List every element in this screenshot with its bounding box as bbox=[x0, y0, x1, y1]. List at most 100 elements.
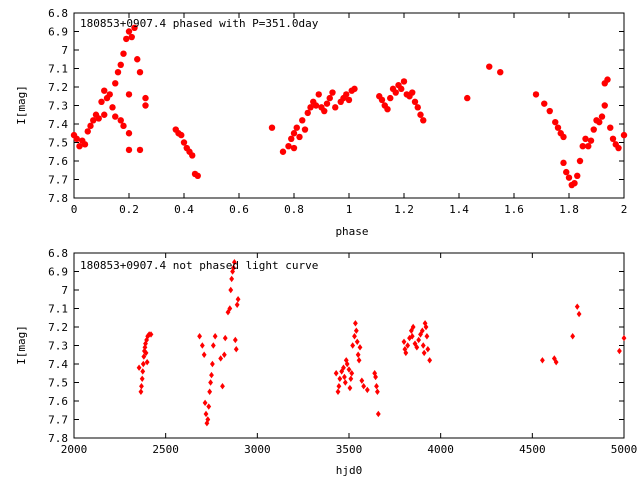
phased-data-point bbox=[142, 94, 149, 102]
phased-y-tick-label: 7 bbox=[61, 44, 68, 57]
phased-data-point bbox=[290, 144, 298, 152]
unphased-data-point bbox=[205, 416, 211, 423]
phased-data-point bbox=[307, 104, 314, 111]
unphased-y-tick-label: 6.9 bbox=[48, 266, 68, 279]
unphased-data-point bbox=[427, 357, 433, 364]
phased-data-point bbox=[321, 107, 328, 115]
phased-data-point bbox=[90, 117, 97, 124]
phased-data-point bbox=[120, 122, 127, 130]
phased-data-point bbox=[411, 98, 419, 106]
phased-data-point bbox=[312, 102, 320, 109]
phased-data-point bbox=[409, 89, 416, 96]
unphased-y-tick-label: 7.7 bbox=[48, 414, 68, 427]
unphased-data-point bbox=[409, 333, 415, 340]
unphased-data-point bbox=[233, 346, 239, 353]
unphased-data-point bbox=[342, 379, 348, 386]
phased-data-point bbox=[609, 135, 617, 142]
phased-data-point bbox=[351, 85, 358, 93]
unphased-data-point bbox=[364, 386, 370, 394]
phased-data-point bbox=[301, 126, 309, 133]
unphased-data-point bbox=[410, 323, 416, 331]
phased-data-point bbox=[101, 111, 108, 118]
phased-data-point bbox=[598, 113, 606, 120]
phased-data-point bbox=[420, 117, 427, 124]
unphased-data-point bbox=[138, 388, 144, 395]
phased-data-point bbox=[279, 148, 287, 155]
phased-data-point bbox=[136, 69, 144, 76]
unphased-data-point bbox=[140, 368, 146, 375]
unphased-data-point bbox=[347, 384, 353, 392]
unphased-data-point bbox=[403, 349, 409, 357]
phased-data-point bbox=[128, 33, 135, 41]
unphased-data-point bbox=[143, 349, 149, 357]
unphased-data-point bbox=[201, 351, 207, 358]
unphased-data-point bbox=[419, 327, 425, 334]
unphased-data-point bbox=[354, 338, 360, 345]
phased-data-point bbox=[554, 124, 562, 131]
phased-data-point bbox=[560, 159, 567, 167]
unphased-data-point bbox=[234, 301, 240, 308]
phased-data-point bbox=[541, 100, 548, 107]
unphased-x-tick-label: 3500 bbox=[336, 443, 363, 456]
unphased-data-point bbox=[229, 275, 235, 283]
unphased-data-point bbox=[337, 375, 343, 382]
unphased-data-point bbox=[355, 351, 361, 358]
unphased-data-point bbox=[343, 357, 349, 364]
phased-data-point bbox=[392, 89, 399, 96]
phased-data-point bbox=[76, 143, 83, 150]
unphased-data-points bbox=[136, 259, 627, 427]
phased-x-tick-label: 1.6 bbox=[504, 203, 524, 216]
unphased-data-point bbox=[344, 360, 350, 368]
unphased-data-point bbox=[346, 366, 352, 373]
phased-data-point bbox=[123, 35, 130, 43]
phased-x-tick-label: 2 bbox=[621, 203, 628, 216]
phased-data-point bbox=[84, 128, 91, 135]
unphased-data-point bbox=[420, 342, 426, 349]
unphased-y-tick-label: 7.3 bbox=[48, 340, 68, 353]
phased-data-point bbox=[601, 102, 608, 109]
unphased-data-point bbox=[203, 410, 209, 418]
unphased-data-point bbox=[232, 259, 237, 266]
unphased-data-point bbox=[553, 358, 559, 366]
unphased-data-point bbox=[570, 333, 576, 340]
unphased-data-point bbox=[142, 344, 148, 351]
phased-data-point bbox=[112, 113, 119, 120]
phased-data-point bbox=[136, 146, 144, 154]
phased-y-tick-label: 7.1 bbox=[48, 63, 68, 76]
unphased-data-point bbox=[139, 375, 145, 382]
unphased-x-tick-label: 4500 bbox=[519, 443, 546, 456]
phased-title: 180853+0907.4 phased with P=351.0day bbox=[80, 17, 319, 30]
phased-data-point bbox=[398, 85, 405, 93]
unphased-y-tick-label: 7.1 bbox=[48, 303, 68, 316]
phased-data-point bbox=[87, 122, 94, 130]
unphased-x-tick-label: 2000 bbox=[61, 443, 88, 456]
phased-data-points bbox=[70, 24, 628, 189]
unphased-x-axis-label: hjd0 bbox=[336, 464, 363, 477]
unphased-data-point bbox=[232, 336, 238, 344]
phased-data-point bbox=[299, 117, 306, 124]
unphased-data-point bbox=[412, 340, 418, 347]
phased-data-point bbox=[98, 98, 105, 106]
unphased-data-point bbox=[228, 286, 234, 294]
phased-data-point bbox=[125, 146, 133, 154]
phased-data-point bbox=[293, 124, 300, 131]
phased-y-tick-label: 7.5 bbox=[48, 137, 68, 150]
phased-data-point bbox=[414, 104, 421, 111]
phased-axis-ticks: 0 0.2 0.4 0.6 0.8 1 1.2 1.4 1.6 1.8 2 6.8 6.9 7 7.1 7.2… bbox=[48, 7, 627, 216]
phased-data-point bbox=[565, 174, 573, 181]
unphased-data-point bbox=[374, 383, 379, 390]
phased-data-point bbox=[587, 137, 595, 144]
unphased-data-point bbox=[353, 327, 359, 334]
phased-data-point bbox=[596, 118, 603, 126]
unphased-data-point bbox=[218, 355, 224, 362]
unphased-data-point bbox=[206, 403, 212, 410]
phased-y-tick-label: 7.2 bbox=[48, 81, 68, 94]
phased-data-point bbox=[579, 143, 586, 150]
phased-data-point bbox=[125, 28, 133, 35]
phased-data-point bbox=[343, 91, 350, 98]
unphased-data-point bbox=[335, 388, 341, 395]
unphased-data-point bbox=[145, 333, 151, 340]
phased-data-point bbox=[304, 109, 311, 117]
phased-data-point bbox=[574, 172, 581, 179]
phased-y-axis-label: I[mag] bbox=[15, 85, 28, 125]
